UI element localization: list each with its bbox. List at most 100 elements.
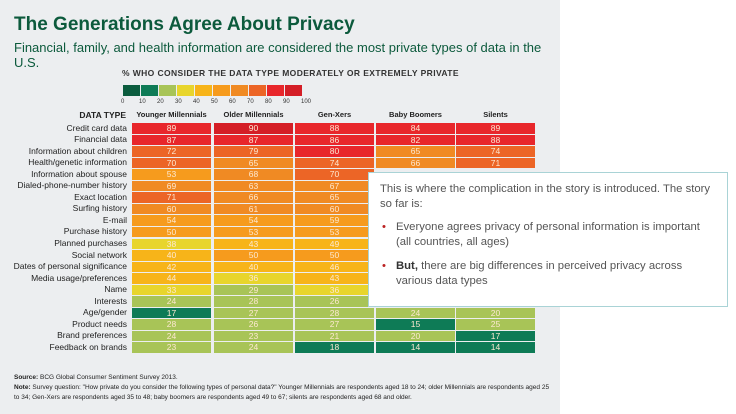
heatmap-cell: 74 xyxy=(295,157,374,169)
row-label: Name xyxy=(104,284,127,295)
scale-tick: 30 xyxy=(175,99,182,105)
heatmap-cell: 60 xyxy=(132,203,211,215)
heatmap-cell: 71 xyxy=(132,192,211,203)
heatmap-cell: 49 xyxy=(295,238,374,249)
scale-swatch xyxy=(123,85,140,96)
callout-box: This is where the complication in the st… xyxy=(368,172,728,307)
heatmap-cell: 26 xyxy=(214,319,293,330)
heatmap-cell: 82 xyxy=(376,134,455,146)
note-text: Survey question: "How private do you con… xyxy=(14,384,550,401)
heatmap-cell: 86 xyxy=(295,134,374,146)
scale-swatch xyxy=(249,85,266,96)
heatmap-cell: 24 xyxy=(376,307,455,319)
row-label: Planned purchases xyxy=(54,238,127,248)
heatmap-cell: 71 xyxy=(456,157,535,169)
heatmap-cell: 46 xyxy=(295,261,374,273)
heatmap-cell: 17 xyxy=(456,330,535,342)
heatmap-cell: 66 xyxy=(376,157,455,169)
heatmap-cell: 50 xyxy=(295,250,374,261)
heatmap-cell: 40 xyxy=(132,250,211,261)
scale-swatch xyxy=(231,85,248,96)
heatmap-cell: 14 xyxy=(376,342,455,353)
heatmap-cell: 24 xyxy=(132,296,211,307)
scale-swatch xyxy=(267,85,284,96)
column-header: Gen-Xers xyxy=(317,110,352,119)
heatmap-cell: 26 xyxy=(295,296,374,307)
heatmap-cell: 67 xyxy=(295,180,374,192)
heatmap-cell: 28 xyxy=(214,296,293,307)
heatmap-cell: 23 xyxy=(132,342,211,353)
column-header: Silents xyxy=(483,110,508,119)
heatmap-cell: 88 xyxy=(295,123,374,134)
row-label: Financial data xyxy=(74,134,127,145)
row-label: Product needs xyxy=(72,318,127,329)
heatmap-cell: 89 xyxy=(456,123,535,134)
scale-tick: 0 xyxy=(121,99,125,105)
scale-swatch xyxy=(195,85,212,96)
heatmap-cell: 36 xyxy=(214,273,293,284)
heatmap-cell: 72 xyxy=(132,146,211,157)
heatmap-cell: 87 xyxy=(214,134,293,146)
column-header: Older Millennials xyxy=(223,110,284,119)
callout-list: Everyone agrees privacy of personal info… xyxy=(380,220,716,289)
heatmap-cell: 33 xyxy=(132,284,211,296)
scale-tick: 40 xyxy=(193,99,200,105)
column-header: Baby Boomers xyxy=(389,110,442,119)
heatmap-cell: 36 xyxy=(295,284,374,296)
heatmap-cell: 65 xyxy=(214,157,293,169)
heatmap-cell: 70 xyxy=(132,157,211,169)
column-header: Younger Millennials xyxy=(136,110,207,119)
heatmap-cell: 53 xyxy=(214,226,293,238)
callout-bullet: Everyone agrees privacy of personal info… xyxy=(382,220,716,250)
heatmap-cell: 60 xyxy=(295,203,374,215)
scale-tick: 20 xyxy=(157,99,164,105)
heatmap-cell: 43 xyxy=(214,238,293,249)
row-label: Surfing history xyxy=(72,203,127,214)
scale-swatch xyxy=(177,85,194,96)
note: Note: Survey question: "How private do y… xyxy=(14,383,554,402)
heatmap-cell: 27 xyxy=(295,319,374,330)
scale-tick: 60 xyxy=(229,99,236,105)
scale-swatch xyxy=(285,85,302,96)
row-label: Purchase history xyxy=(63,226,127,237)
scale-tick: 70 xyxy=(247,99,254,105)
heatmap-cell: 15 xyxy=(376,319,455,330)
row-label: E-mail xyxy=(102,214,127,225)
heatmap-cell: 80 xyxy=(295,146,374,157)
source-text: BCG Global Consumer Sentiment Survey 201… xyxy=(40,374,178,381)
heatmap-cell: 74 xyxy=(456,146,535,157)
row-label: Dialed-phone-number history xyxy=(17,180,127,191)
row-label: Age/gender xyxy=(83,307,127,318)
heatmap-cell: 61 xyxy=(214,203,293,215)
heatmap-cell: 28 xyxy=(295,307,374,319)
heatmap-cell: 29 xyxy=(214,284,293,296)
row-label: Information about children xyxy=(28,145,127,156)
heatmap-cell: 66 xyxy=(214,192,293,203)
row-label: Brand preferences xyxy=(57,330,127,341)
chart-title: The Generations Agree About Privacy xyxy=(14,14,355,35)
callout-intro: This is where the complication in the st… xyxy=(380,183,711,210)
scale-tick: 90 xyxy=(283,99,290,105)
bullet-text: there are big differences in perceived p… xyxy=(396,260,683,287)
heatmap-cell: 38 xyxy=(132,238,211,249)
heatmap-cell: 44 xyxy=(132,273,211,284)
heatmap-cell: 63 xyxy=(214,180,293,192)
heatmap-cell: 90 xyxy=(214,123,293,134)
heatmap-cell: 23 xyxy=(214,330,293,342)
chart-subtitle: Financial, family, and health informatio… xyxy=(14,40,542,70)
heatmap-cell: 20 xyxy=(456,307,535,319)
scale-tick: 50 xyxy=(211,99,218,105)
heatmap-cell: 68 xyxy=(214,169,293,180)
heatmap-cell: 65 xyxy=(295,192,374,203)
heatmap-cell: 42 xyxy=(132,261,211,273)
scale-ticks: 0 10 20 30 40 50 60 70 80 90 100 xyxy=(119,99,329,107)
source: Source: BCG Global Consumer Sentiment Su… xyxy=(14,374,554,381)
row-label: Exact location xyxy=(74,191,127,202)
heatmap-cell: 24 xyxy=(214,342,293,353)
row-label: Feedback on brands xyxy=(49,341,128,352)
scale-tick: 10 xyxy=(139,99,146,105)
heatmap-cell: 25 xyxy=(456,319,535,330)
row-header: DATA TYPE xyxy=(79,110,126,120)
source-label: Source: xyxy=(14,374,39,381)
scale-tick: 80 xyxy=(265,99,272,105)
